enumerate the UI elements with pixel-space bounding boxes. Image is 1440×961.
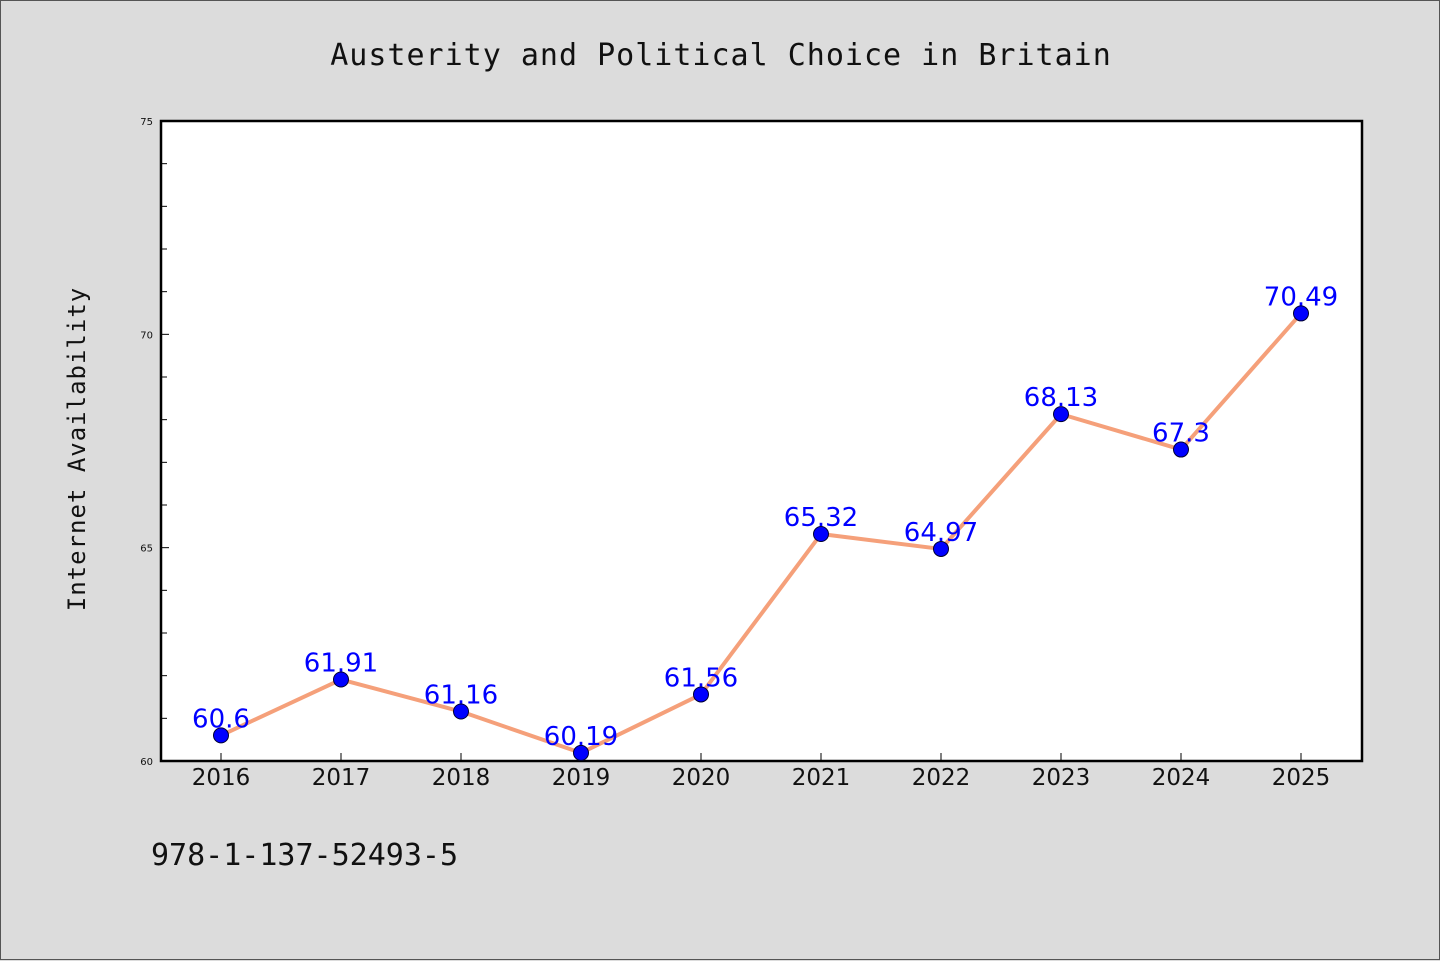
data-point — [933, 540, 949, 557]
data-point — [573, 744, 589, 761]
data-label: 65.32 — [784, 503, 858, 533]
data-point — [453, 703, 469, 720]
x-tick-label: 2019 — [552, 765, 611, 791]
x-tick-label: 2025 — [1272, 765, 1331, 791]
y-tick-label: 65 — [140, 544, 153, 555]
plot-area — [159, 119, 1364, 763]
data-point — [1173, 441, 1189, 458]
x-axis: 2016 2017 2018 2019 2020 2021 2022 2023 2024 2025 — [192, 753, 1331, 791]
data-point — [1293, 305, 1309, 322]
series-line — [219, 311, 1303, 755]
data-label: 61.91 — [304, 649, 378, 679]
data-point — [1053, 406, 1069, 423]
data-label: 70.49 — [1264, 282, 1338, 312]
x-tick-label: 2016 — [192, 765, 251, 791]
y-tick-label: 75 — [140, 117, 153, 128]
isbn-text: 978-1-137-52493-5 — [151, 838, 458, 873]
chart-title: Austerity and Political Choice in Britai… — [330, 38, 1112, 73]
x-tick-label: 2022 — [912, 765, 971, 791]
data-point — [213, 727, 229, 744]
x-tick-label: 2021 — [792, 765, 851, 791]
y-tick-label: 60 — [140, 757, 153, 768]
series: 60.6 61.91 61.16 60.19 61.56 65.32 64.97 68.13 6… — [192, 282, 1338, 761]
data-label: 67.3 — [1152, 419, 1210, 449]
data-label: 61.16 — [424, 681, 498, 711]
data-point — [693, 686, 709, 703]
data-point — [813, 526, 829, 543]
data-label: 64.97 — [904, 518, 978, 548]
y-axis-label: Internet Availability — [63, 287, 91, 611]
data-label: 61.56 — [664, 663, 738, 693]
x-tick-label: 2017 — [312, 765, 371, 791]
data-label: 68.13 — [1024, 383, 1098, 413]
data-point — [333, 671, 349, 688]
x-tick-label: 2023 — [1032, 765, 1091, 791]
data-label: 60.19 — [544, 722, 618, 752]
x-tick-label: 2024 — [1152, 765, 1211, 791]
y-axis: 60 65 70 75 — [140, 117, 169, 768]
data-label: 60.6 — [192, 704, 250, 734]
y-tick-label: 70 — [140, 330, 153, 341]
x-tick-label: 2020 — [672, 765, 731, 791]
x-tick-label: 2018 — [432, 765, 491, 791]
